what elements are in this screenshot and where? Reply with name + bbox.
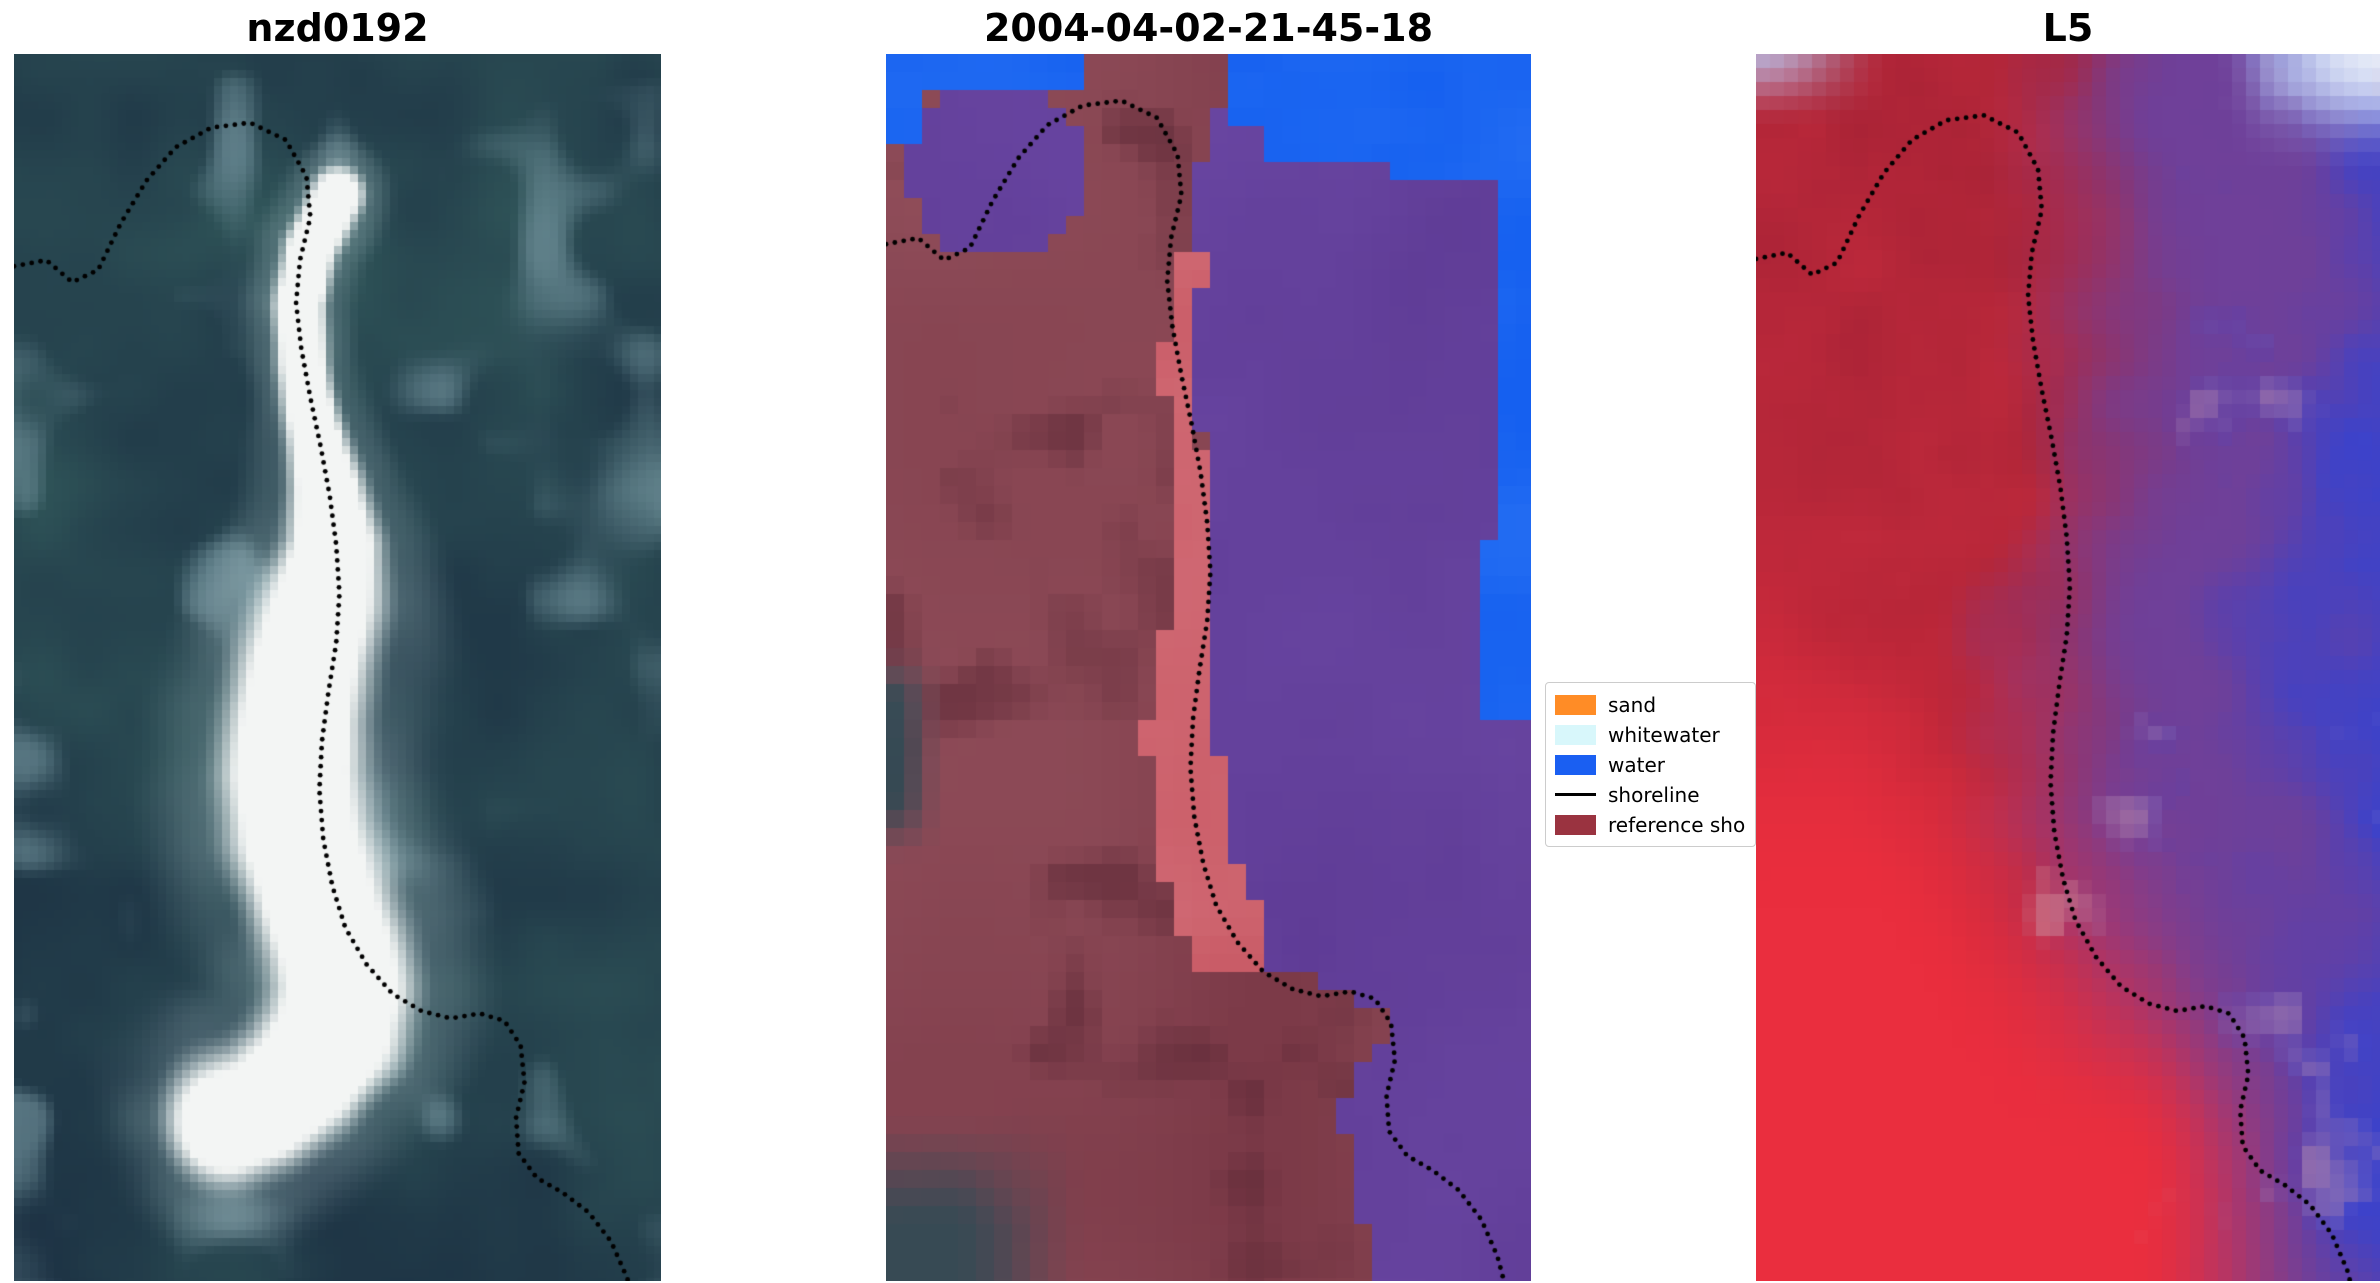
legend-item-water: water — [1555, 750, 1746, 779]
legend-item-shoreline: shoreline — [1555, 780, 1746, 809]
legend-item-whitewater: whitewater — [1555, 720, 1746, 749]
legend-label: water — [1608, 752, 1665, 777]
legend-item-sand: sand — [1555, 690, 1746, 719]
reference-sho-swatch — [1555, 814, 1596, 835]
legend-label: shoreline — [1608, 782, 1700, 807]
sand-swatch — [1555, 694, 1596, 715]
legend-label: reference sho — [1608, 812, 1746, 837]
l5-composite-image — [1756, 54, 2380, 1281]
panel-title-l5: L5 — [2042, 6, 2094, 50]
legend-label: whitewater — [1608, 722, 1720, 747]
panel-title-rgb: nzd0192 — [246, 6, 429, 50]
shoreline-line-swatch — [1555, 793, 1596, 796]
panel-title-classified: 2004-04-02-21-45-18 — [983, 6, 1434, 50]
water-swatch — [1555, 754, 1596, 775]
legend-item-reference-sho: reference sho — [1555, 810, 1746, 839]
whitewater-swatch — [1555, 724, 1596, 745]
legend-label: sand — [1608, 692, 1657, 717]
rgb-satellite-image — [14, 54, 661, 1281]
classification-image — [886, 54, 1531, 1281]
legend: sand whitewater water shoreline reference sh… — [1545, 682, 1756, 847]
